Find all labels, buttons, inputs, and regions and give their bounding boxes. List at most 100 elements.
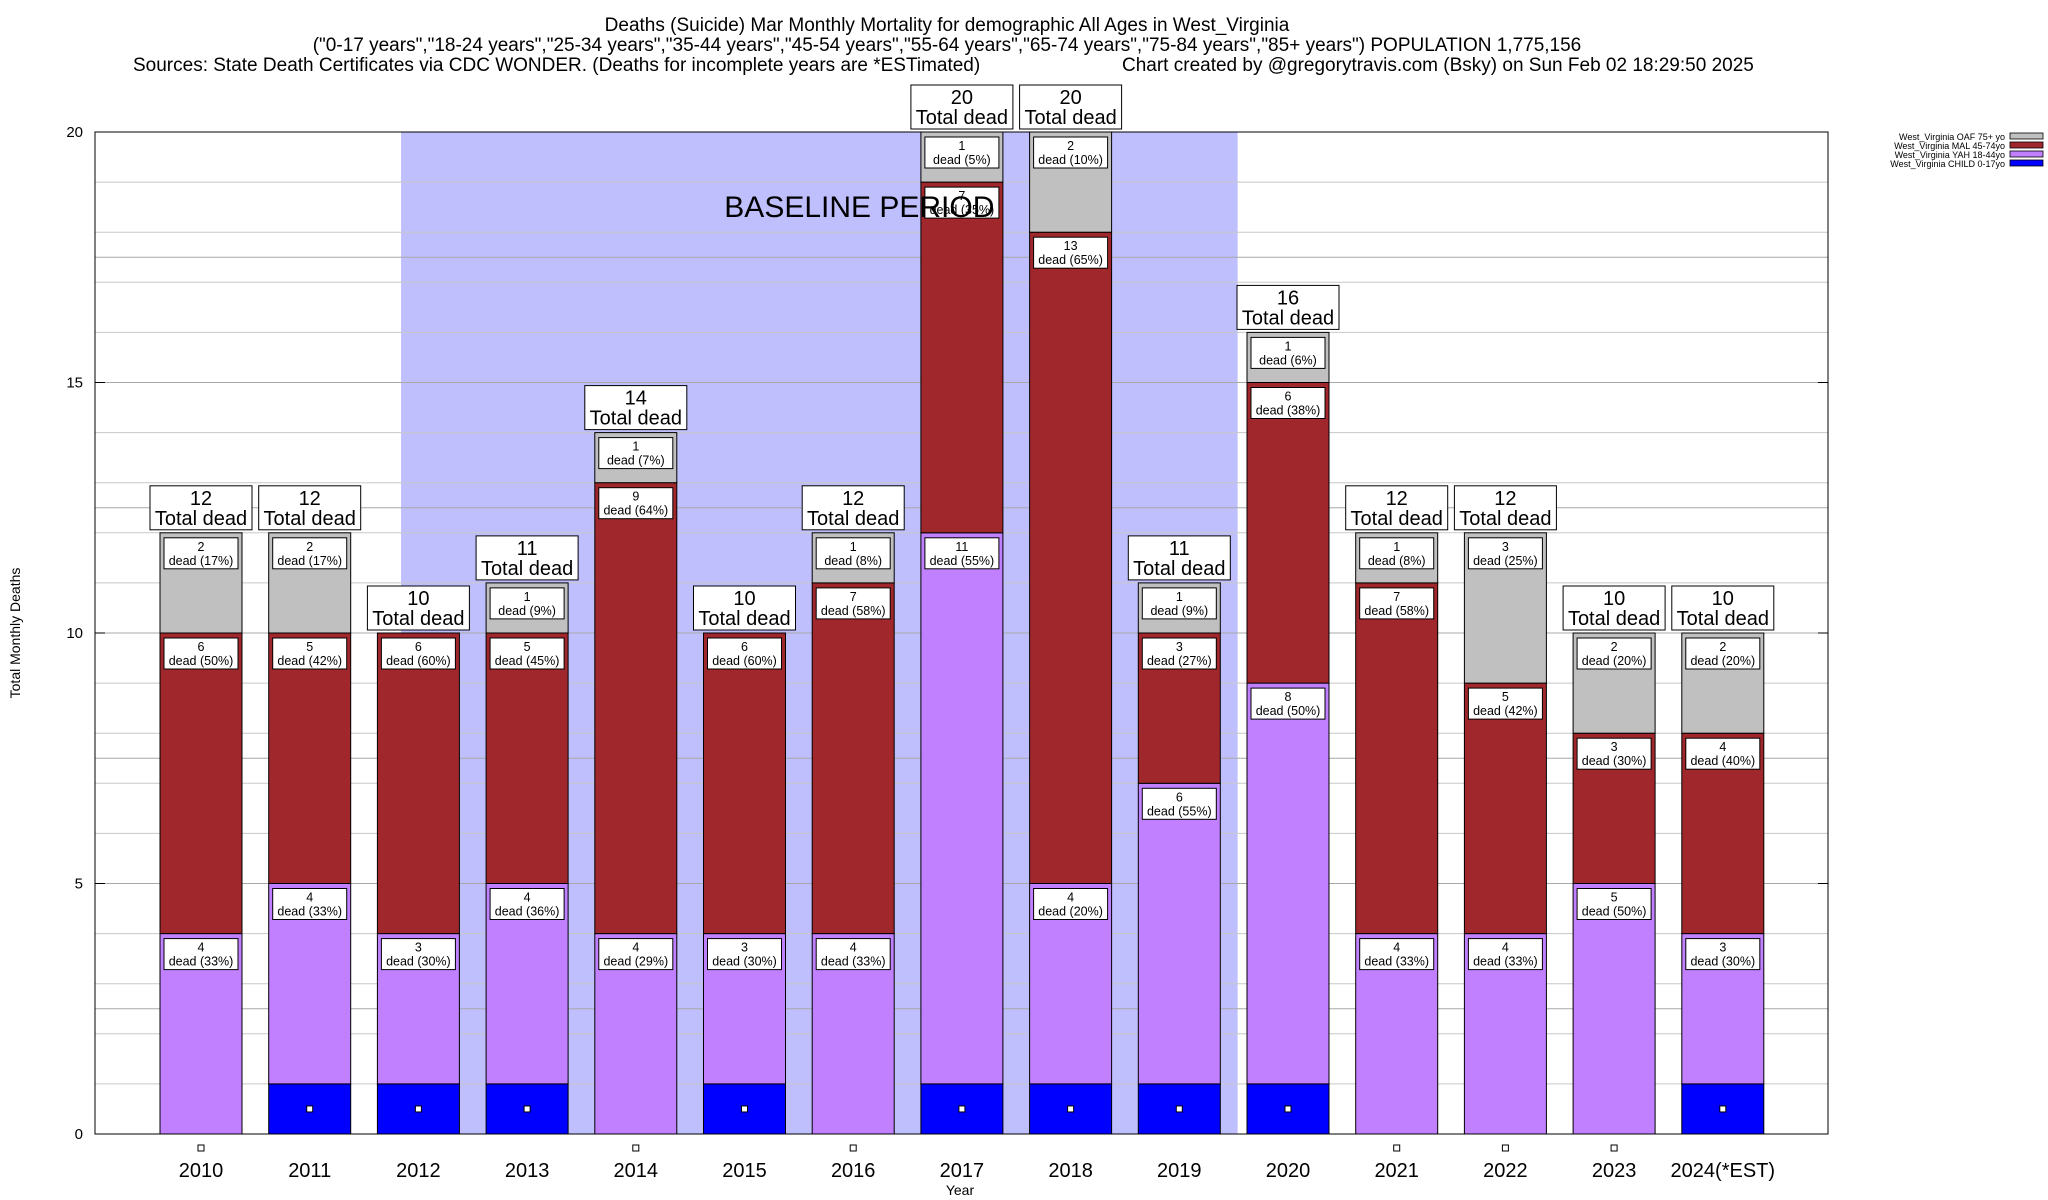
- segment-label-pct: dead (60%): [712, 654, 777, 668]
- segment-label-box: [1685, 938, 1761, 971]
- child-marker: [1175, 1105, 1183, 1113]
- y-tick-label: 15: [66, 375, 83, 392]
- total-label-count: 10: [1603, 588, 1625, 610]
- segment-label-box: [489, 637, 565, 670]
- bar-segment: [594, 482, 678, 935]
- bar-segment: [1029, 231, 1113, 884]
- segment-label-count: 3: [1502, 540, 1509, 554]
- segment-label-pct: dead (50%): [1582, 905, 1647, 919]
- segment-label-box: [1685, 737, 1761, 770]
- segment-label-box: [163, 537, 239, 570]
- segment-label-pct: dead (33%): [1364, 955, 1429, 969]
- segment-label-box: [1250, 387, 1326, 419]
- segment-label-box: [1033, 236, 1109, 269]
- segment-label-box: [1359, 537, 1435, 570]
- child-marker: [1610, 1144, 1618, 1152]
- segment-label-box: [272, 888, 348, 920]
- segment-label-pct: dead (50%): [169, 654, 234, 668]
- segment-label-count: 3: [741, 941, 748, 955]
- segment-label-count: 8: [1285, 690, 1292, 704]
- y-axis-title: Total Monthly Deaths: [7, 568, 23, 699]
- segment-label-count: 5: [1611, 891, 1618, 905]
- segment-label-count: 1: [632, 440, 639, 454]
- segment-label-box: [1576, 637, 1652, 670]
- segment-label-pct: dead (36%): [495, 905, 560, 919]
- segment-label-pct: dead (29%): [603, 955, 668, 969]
- child-marker: [1284, 1105, 1292, 1113]
- segment-label-count: 5: [1502, 690, 1509, 704]
- legend-swatch: [2009, 150, 2044, 158]
- segment-label-count: 4: [850, 941, 857, 955]
- segment-label-pct: dead (58%): [1364, 604, 1429, 618]
- segment-label-pct: dead (42%): [277, 654, 342, 668]
- bar-segment: [1246, 382, 1330, 684]
- segment-label-box: [1033, 136, 1109, 169]
- segment-label-pct: dead (30%): [1582, 754, 1647, 768]
- bar-segment: [703, 632, 786, 935]
- segment-label-count: 4: [632, 941, 639, 955]
- legend-swatch: [2009, 141, 2044, 149]
- child-marker: [1393, 1144, 1401, 1152]
- segment-label-pct: dead (17%): [277, 554, 342, 568]
- y-tick-label: 20: [66, 124, 83, 141]
- child-marker: [958, 1105, 966, 1113]
- x-tick-label: 2020: [1266, 1160, 1311, 1182]
- segment-label-count: 6: [198, 640, 205, 654]
- x-tick-label: 2012: [396, 1160, 441, 1182]
- total-label-count: 10: [1712, 588, 1734, 610]
- segment-label-box: [924, 136, 1000, 169]
- x-tick-label: 2019: [1157, 1160, 1202, 1182]
- segment-label-count: 1: [850, 540, 857, 554]
- segment-label-count: 4: [1719, 740, 1726, 754]
- segment-label-box: [1467, 537, 1543, 570]
- child-marker: [306, 1105, 314, 1113]
- bar-segment: [1572, 883, 1656, 1135]
- segment-label-count: 13: [1064, 239, 1078, 253]
- child-marker: [1501, 1144, 1509, 1152]
- segment-label-box: [815, 537, 891, 570]
- total-label-suffix: Total dead: [698, 608, 790, 630]
- total-label-suffix: Total dead: [1024, 107, 1116, 129]
- legend-swatch: [2009, 159, 2044, 167]
- segment-label-count: 4: [1067, 891, 1074, 905]
- total-label-box: [910, 84, 1014, 130]
- segment-label-count: 5: [524, 640, 531, 654]
- total-label-suffix: Total dead: [1677, 608, 1769, 630]
- segment-label-box: [707, 637, 782, 670]
- segment-label-pct: dead (8%): [1368, 554, 1426, 568]
- baseline-period-label: BASELINE PERIOD: [724, 191, 994, 224]
- total-label-count: 11: [1169, 538, 1190, 560]
- segment-label-box: [1141, 587, 1217, 620]
- segment-label-pct: dead (20%): [1038, 905, 1103, 919]
- total-label-count: 10: [407, 588, 429, 610]
- segment-label-box: [598, 487, 674, 520]
- segment-label-pct: dead (55%): [930, 554, 995, 568]
- segment-label-pct: dead (33%): [821, 955, 886, 969]
- segment-label-box: [1467, 938, 1543, 971]
- legend-label: West_Virginia CHILD 0-17yo: [1890, 159, 2005, 169]
- total-label-suffix: Total dead: [1242, 307, 1334, 329]
- segment-label-pct: dead (9%): [498, 604, 556, 618]
- total-label-suffix: Total dead: [807, 508, 899, 530]
- segment-label-pct: dead (25%): [1473, 554, 1538, 568]
- segment-label-box: [1033, 888, 1109, 920]
- y-tick-label: 10: [66, 625, 83, 642]
- chart-title-line-2: ("0-17 years","18-24 years","25-34 years…: [313, 35, 1582, 56]
- segment-label-pct: dead (45%): [495, 654, 560, 668]
- segment-label-count: 2: [1719, 640, 1726, 654]
- x-tick-label: 2014: [614, 1160, 659, 1182]
- segment-label-count: 6: [741, 640, 748, 654]
- child-marker: [414, 1105, 422, 1113]
- y-tick-label: 0: [75, 1126, 83, 1143]
- bar-segment: [268, 632, 352, 884]
- x-tick-label: 2021: [1374, 1160, 1419, 1182]
- segment-label-count: 3: [1176, 640, 1183, 654]
- total-label-box: [149, 485, 253, 531]
- segment-label-box: [380, 637, 456, 670]
- segment-label-box: [272, 537, 348, 570]
- segment-label-count: 2: [306, 540, 313, 554]
- segment-label-pct: dead (17%): [169, 554, 234, 568]
- segment-label-count: 2: [1611, 640, 1618, 654]
- segment-label-count: 6: [1176, 790, 1183, 804]
